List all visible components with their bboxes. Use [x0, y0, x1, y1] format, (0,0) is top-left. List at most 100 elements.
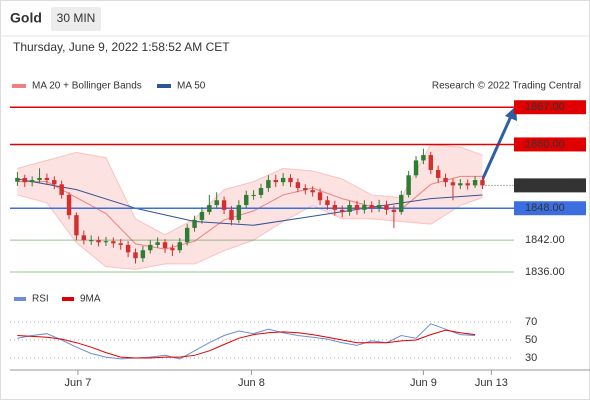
legend-swatch [12, 84, 26, 88]
candle-body [199, 211, 205, 220]
level-label: 1867.00 [525, 101, 565, 113]
candle-body [244, 194, 249, 206]
candle-body [421, 155, 426, 161]
candle-body [59, 184, 64, 195]
candle-body [251, 194, 256, 196]
candle-body [140, 250, 146, 259]
level-label: 1848.00 [525, 202, 565, 214]
x-tick-label: Jun 8 [238, 377, 265, 389]
candle-body [295, 182, 301, 189]
candle-body [52, 180, 57, 185]
candle-body [229, 209, 234, 220]
candle-body [133, 252, 138, 259]
candle-body [170, 248, 175, 251]
candle-body [310, 190, 315, 193]
bollinger-band-fill [17, 144, 483, 270]
candle-body [354, 205, 360, 210]
indicator-line [17, 323, 476, 360]
candle-body [103, 241, 109, 243]
level-label-box [514, 201, 586, 216]
projection-arrow [478, 113, 514, 186]
candle-body [376, 205, 382, 209]
source: Research © 2022 Trading Central [432, 81, 581, 92]
candle-body [125, 244, 131, 253]
candle-body [465, 183, 470, 186]
candle-body [221, 200, 227, 210]
level-label: 1842.00 [525, 234, 565, 246]
candle-body [177, 242, 183, 251]
candle-body [96, 240, 101, 243]
candle-body [162, 242, 168, 249]
candle-body [391, 209, 397, 212]
candle-body [44, 177, 50, 181]
candle-body [347, 205, 352, 212]
candle-body [428, 155, 434, 170]
candle-body [273, 180, 278, 183]
candle-body [155, 242, 160, 245]
legend-swatch [14, 297, 26, 301]
legend-label: RSI [32, 294, 49, 305]
candle-body [369, 205, 374, 209]
candle-body [192, 219, 197, 228]
legend-label: 9MA [80, 294, 101, 305]
level-label-box [514, 100, 586, 115]
candle-body [22, 177, 27, 183]
candle-body [303, 188, 308, 191]
candle-body [29, 180, 35, 183]
interval: 30 MIN [57, 11, 96, 25]
timestamp: Thursday, June 9, 2022 1:58:52 AM CET [13, 40, 230, 54]
candle-body [280, 177, 286, 183]
candle-body [450, 182, 456, 186]
candle-body [74, 215, 79, 236]
candle-body [339, 209, 345, 212]
legend-label: MA 50 [177, 81, 206, 92]
candle-body [148, 244, 153, 251]
candle-body [384, 205, 389, 210]
legend-label: MA 20 + Bollinger Bands [32, 81, 142, 92]
candle-body [480, 180, 485, 186]
candle-body [111, 241, 116, 244]
y-tick-label: 70 [525, 316, 537, 328]
candle-body [413, 160, 419, 176]
candle-body [15, 177, 20, 182]
candle-body [214, 200, 219, 206]
candle-body [81, 235, 87, 241]
level-label-box [514, 137, 586, 152]
candle-body [332, 205, 338, 210]
candle-body [399, 194, 404, 212]
x-tick-label: Jun 9 [410, 377, 437, 389]
candle-body [236, 205, 242, 220]
candle-body [362, 205, 367, 210]
bollinger-upper [17, 143, 483, 236]
candle-body [435, 169, 441, 178]
ma-line [17, 178, 483, 226]
last-price-label: 1852.30 [525, 179, 565, 191]
level-label: 1860.00 [525, 138, 565, 150]
candle-body [88, 240, 94, 242]
indicator-line [17, 329, 476, 359]
legend-swatch [157, 84, 171, 88]
interval-box [51, 7, 101, 31]
last-price-box [514, 178, 586, 193]
candle-body [184, 227, 190, 243]
candle-body [325, 200, 330, 206]
y-tick-label: 50 [525, 334, 537, 346]
candle-body [118, 243, 123, 245]
candle-body [207, 205, 212, 212]
candle-body [472, 180, 478, 186]
candle-body [406, 175, 411, 195]
candle-body [317, 192, 323, 201]
legend-swatch [62, 297, 74, 301]
symbol: Gold [10, 10, 42, 26]
candle-body [266, 180, 271, 189]
candle-body [258, 188, 264, 195]
candle-body [458, 183, 463, 186]
x-tick-label: Jun 7 [64, 377, 91, 389]
y-tick-label: 30 [525, 352, 537, 364]
candle-body [66, 194, 72, 216]
x-tick-label: Jun 13 [475, 377, 508, 389]
candle-body [37, 177, 42, 181]
candle-body [443, 177, 448, 183]
candle-body [288, 177, 293, 183]
